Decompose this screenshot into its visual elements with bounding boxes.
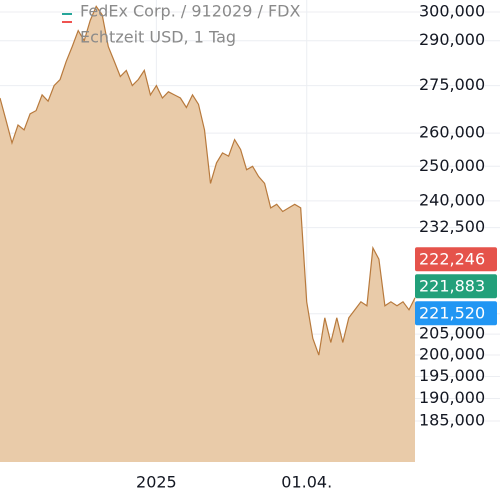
x-tick-label: 2025 bbox=[136, 473, 177, 492]
price-tag bbox=[415, 301, 497, 326]
y-tick-label: 195,000 bbox=[419, 366, 485, 385]
price-tag-label: 221,883 bbox=[419, 277, 485, 296]
x-tick-label: 01.04. bbox=[281, 473, 332, 492]
y-tick-label: 300,000 bbox=[419, 2, 485, 21]
y-tick-label: 250,000 bbox=[419, 156, 485, 175]
legend-subtitle: Echtzeit USD, 1 Tag bbox=[80, 28, 236, 47]
price-tag bbox=[415, 274, 497, 299]
y-tick-label: 200,000 bbox=[419, 345, 485, 364]
y-tick-label: 190,000 bbox=[419, 388, 485, 407]
legend: FedEx Corp. / 912029 / FDX Echtzeit USD,… bbox=[62, 2, 301, 47]
y-tick-label: 240,000 bbox=[419, 190, 485, 209]
area bbox=[0, 6, 415, 463]
price-tag bbox=[415, 247, 497, 272]
y-tick-label: 185,000 bbox=[419, 411, 485, 430]
y-tick-label: 232,500 bbox=[419, 217, 485, 236]
y-tick-label: 275,000 bbox=[419, 75, 485, 94]
legend-title: FedEx Corp. / 912029 / FDX bbox=[80, 2, 301, 21]
y-tick-label: 205,000 bbox=[419, 324, 485, 343]
line bbox=[0, 5, 416, 356]
y-tick-label: 260,000 bbox=[419, 123, 485, 142]
y-tick-label: 290,000 bbox=[419, 30, 485, 49]
price-tag-label: 222,246 bbox=[419, 250, 485, 269]
price-tag-label: 221,520 bbox=[419, 304, 485, 323]
plot-area bbox=[0, 0, 500, 463]
